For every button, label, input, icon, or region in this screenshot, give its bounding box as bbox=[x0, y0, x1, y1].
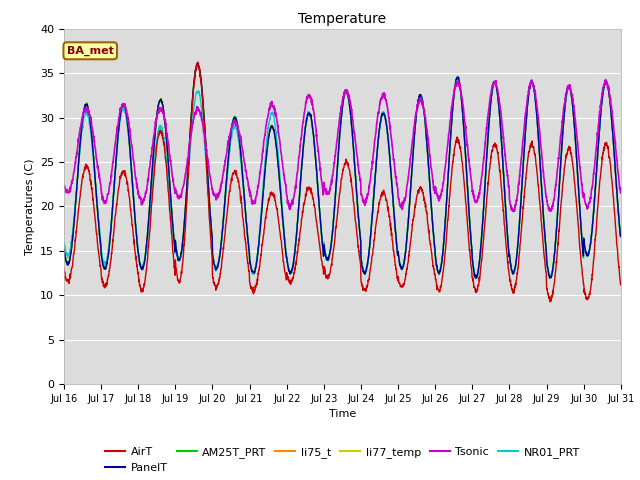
li75_t bbox=[371, 180, 378, 186]
Line: li75_t: li75_t bbox=[64, 64, 621, 278]
AirT bbox=[358, 282, 366, 288]
AirT bbox=[547, 299, 554, 305]
li77_temp bbox=[617, 234, 625, 240]
AM25T_PRT bbox=[60, 245, 68, 251]
li77_temp bbox=[194, 61, 202, 67]
li77_temp bbox=[568, 95, 575, 101]
li75_t bbox=[358, 265, 366, 271]
Title: Temperature: Temperature bbox=[298, 12, 387, 26]
PanelT bbox=[216, 254, 223, 260]
AirT bbox=[60, 265, 68, 271]
Legend: AirT, PanelT, AM25T_PRT, li75_t, li77_temp, Tsonic, NR01_PRT: AirT, PanelT, AM25T_PRT, li75_t, li77_te… bbox=[100, 443, 584, 477]
Line: AM25T_PRT: AM25T_PRT bbox=[64, 63, 621, 278]
PanelT bbox=[617, 234, 625, 240]
AirT bbox=[568, 154, 575, 159]
NR01_PRT bbox=[568, 96, 575, 102]
li77_temp bbox=[584, 252, 591, 258]
AirT bbox=[617, 282, 625, 288]
Tsonic bbox=[60, 184, 68, 190]
PanelT bbox=[568, 96, 575, 101]
Tsonic bbox=[215, 191, 223, 197]
Tsonic bbox=[617, 190, 625, 196]
li77_temp bbox=[472, 276, 480, 281]
li77_temp bbox=[216, 256, 223, 262]
NR01_PRT bbox=[617, 233, 625, 239]
li75_t bbox=[617, 233, 625, 239]
li75_t bbox=[216, 254, 223, 260]
PanelT bbox=[60, 247, 68, 252]
NR01_PRT bbox=[215, 256, 223, 262]
AM25T_PRT bbox=[358, 265, 366, 271]
NR01_PRT bbox=[454, 74, 461, 80]
AirT bbox=[194, 59, 202, 65]
AirT bbox=[504, 264, 512, 270]
AM25T_PRT bbox=[568, 94, 575, 100]
li75_t bbox=[193, 61, 200, 67]
NR01_PRT bbox=[371, 185, 378, 191]
NR01_PRT bbox=[60, 241, 68, 247]
li77_temp bbox=[60, 247, 68, 252]
Tsonic bbox=[510, 209, 518, 215]
Text: BA_met: BA_met bbox=[67, 46, 114, 56]
li75_t bbox=[60, 246, 68, 252]
NR01_PRT bbox=[358, 264, 366, 269]
Line: NR01_PRT: NR01_PRT bbox=[64, 77, 621, 278]
li75_t bbox=[504, 245, 512, 251]
li75_t bbox=[584, 253, 591, 259]
li77_temp bbox=[371, 182, 378, 188]
Tsonic bbox=[504, 177, 512, 182]
Line: li77_temp: li77_temp bbox=[64, 64, 621, 278]
PanelT bbox=[504, 246, 512, 252]
PanelT bbox=[584, 253, 591, 259]
NR01_PRT bbox=[584, 252, 591, 257]
PanelT bbox=[472, 275, 480, 281]
NR01_PRT bbox=[504, 241, 512, 247]
AM25T_PRT bbox=[216, 254, 223, 260]
PanelT bbox=[358, 264, 366, 270]
PanelT bbox=[371, 182, 378, 188]
Line: AirT: AirT bbox=[64, 62, 621, 302]
Line: Tsonic: Tsonic bbox=[64, 80, 621, 212]
AM25T_PRT bbox=[371, 182, 378, 188]
AM25T_PRT bbox=[504, 244, 512, 250]
AM25T_PRT bbox=[472, 276, 479, 281]
li75_t bbox=[568, 95, 575, 101]
Tsonic bbox=[568, 90, 575, 96]
li77_temp bbox=[504, 244, 512, 250]
AM25T_PRT bbox=[194, 60, 202, 66]
AM25T_PRT bbox=[584, 253, 591, 259]
AirT bbox=[216, 275, 223, 280]
Tsonic bbox=[602, 77, 609, 83]
Y-axis label: Temperatures (C): Temperatures (C) bbox=[24, 158, 35, 255]
NR01_PRT bbox=[546, 276, 554, 281]
li77_temp bbox=[358, 265, 366, 271]
X-axis label: Time: Time bbox=[329, 409, 356, 419]
AirT bbox=[371, 235, 378, 241]
Tsonic bbox=[371, 141, 378, 146]
li75_t bbox=[472, 276, 480, 281]
AM25T_PRT bbox=[617, 233, 625, 239]
Line: PanelT: PanelT bbox=[64, 64, 621, 278]
Tsonic bbox=[583, 204, 591, 210]
AirT bbox=[584, 296, 591, 301]
Tsonic bbox=[358, 194, 366, 200]
PanelT bbox=[193, 61, 201, 67]
